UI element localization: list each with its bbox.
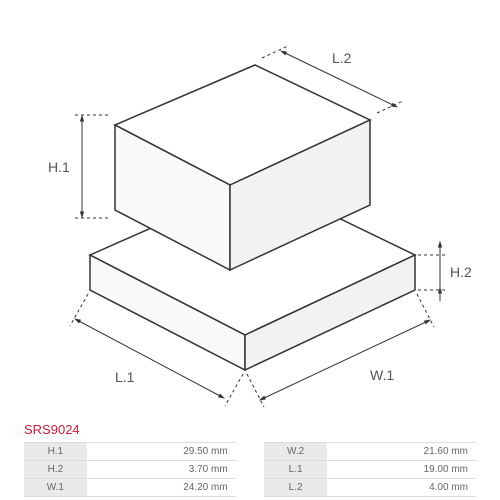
spec-value: 3.70 mm: [87, 461, 236, 479]
spec-key: H.1: [24, 443, 87, 461]
spec-key: W.2: [264, 443, 327, 461]
spec-key: L.1: [264, 461, 327, 479]
table-row: H.1 29.50 mm W.2 21.60 mm: [24, 443, 476, 461]
part-number: SRS9024: [24, 422, 80, 437]
isometric-svg: H.1 H.2 L.2 W.1 L.1: [0, 0, 500, 420]
label-l1: L.1: [115, 369, 135, 385]
spec-table: H.1 29.50 mm W.2 21.60 mm H.2 3.70 mm L.…: [24, 442, 476, 497]
spec-key: L.2: [264, 479, 327, 497]
spec-key: H.2: [24, 461, 87, 479]
spec-value: 19.00 mm: [327, 461, 476, 479]
table-row: W.1 24.20 mm L.2 4.00 mm: [24, 479, 476, 497]
dimension-diagram: H.1 H.2 L.2 W.1 L.1: [0, 0, 500, 420]
label-w1: W.1: [370, 367, 394, 383]
table-row: H.2 3.70 mm L.1 19.00 mm: [24, 461, 476, 479]
label-h1: H.1: [48, 159, 70, 175]
label-l2: L.2: [332, 50, 352, 66]
spec-value: 29.50 mm: [87, 443, 236, 461]
label-h2: H.2: [450, 264, 472, 280]
spec-value: 4.00 mm: [327, 479, 476, 497]
spec-key: W.1: [24, 479, 87, 497]
spec-value: 21.60 mm: [327, 443, 476, 461]
spec-value: 24.20 mm: [87, 479, 236, 497]
